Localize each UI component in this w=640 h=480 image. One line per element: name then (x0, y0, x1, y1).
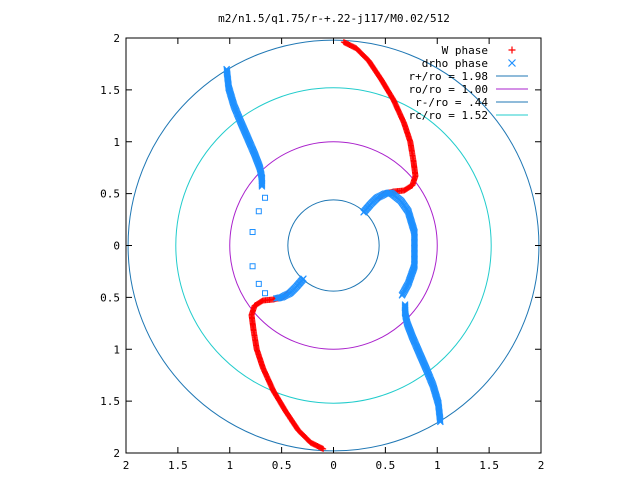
circle-1 (229, 141, 438, 350)
square-point (262, 194, 269, 201)
legend-label: W phase (442, 44, 488, 57)
y-tick-label: 0.5 (100, 291, 120, 304)
circle-2 (287, 199, 380, 292)
x-tick-label: 1 (434, 459, 441, 472)
legend-label: ro/ro = 1.00 (409, 83, 488, 96)
cross-point (258, 180, 266, 188)
legend-label: r-/ro = .44 (415, 96, 488, 109)
square-point (255, 208, 262, 215)
x-tick-label: 1 (226, 459, 233, 472)
circle-3 (175, 87, 492, 404)
cross-point (274, 294, 282, 302)
y-tick-label: 1 (113, 136, 120, 149)
y-tick-label: 0.5 (100, 188, 120, 201)
x-tick-label: 2 (538, 459, 545, 472)
legend-marker (508, 46, 516, 54)
legend-label: rc/ro = 1.52 (409, 109, 488, 122)
cross-point (258, 181, 266, 189)
chart-title: m2/n1.5/q1.75/r-+.22-j117/M0.02/512 (218, 12, 450, 25)
y-tick-label: 1 (113, 343, 120, 356)
square-point (249, 263, 256, 270)
x-tick-label: 0.5 (272, 459, 292, 472)
x-tick-label: 0.5 (375, 459, 395, 472)
legend-marker (508, 59, 516, 67)
cross-point (401, 302, 409, 310)
cross-point (398, 291, 406, 299)
square-point (249, 229, 256, 236)
cross-point (401, 301, 409, 309)
cross-point (275, 294, 283, 302)
y-tick-label: 1.5 (100, 395, 120, 408)
x-tick-label: 1.5 (479, 459, 499, 472)
x-tick-label: 0 (330, 459, 337, 472)
y-tick-label: 2 (113, 447, 120, 460)
cross-point (401, 303, 409, 311)
cross-point (258, 182, 266, 190)
cross-point (273, 294, 280, 302)
x-tick-label: 1.5 (168, 459, 188, 472)
legend-label: drho phase (422, 57, 488, 70)
axis-ticks: 2 1.5 1 0.5 0 0.5 1 1.5 221.510.500.511.52 (100, 32, 544, 472)
y-tick-label: 1.5 (100, 84, 120, 97)
square-point (262, 290, 269, 297)
square-point (255, 280, 262, 287)
data-marks (223, 39, 444, 452)
y-tick-label: 0 (113, 240, 120, 253)
y-tick-label: 2 (113, 32, 120, 45)
x-tick-label: 2 (123, 459, 130, 472)
legend-label: r+/ro = 1.98 (409, 70, 488, 83)
